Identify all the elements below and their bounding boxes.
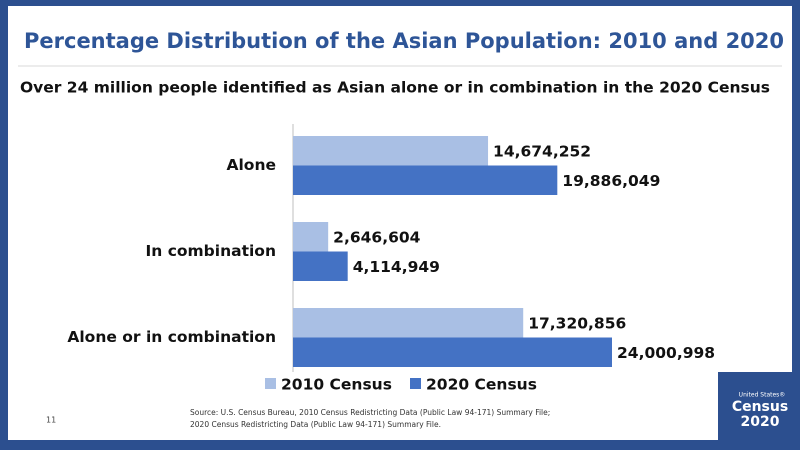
bar xyxy=(293,165,558,195)
logo-text: United States® xyxy=(739,392,786,399)
value-label: 2,646,604 xyxy=(333,228,420,246)
value-label: 14,674,252 xyxy=(493,142,591,160)
legend-label: 2020 Census xyxy=(426,376,537,394)
chart-title: Percentage Distribution of the Asian Pop… xyxy=(24,29,784,53)
value-label: 19,886,049 xyxy=(562,172,660,190)
category-label: Alone or in combination xyxy=(67,328,276,346)
source: 2020 Census Redistricting Data (Public L… xyxy=(190,420,441,429)
bar xyxy=(293,136,489,166)
bar xyxy=(293,337,612,367)
legend-swatch xyxy=(410,378,421,389)
value-label: 4,114,949 xyxy=(353,258,440,276)
slide: Percentage Distribution of the Asian Pop… xyxy=(8,6,792,440)
legend-label: 2010 Census xyxy=(281,376,392,394)
bar xyxy=(293,222,329,252)
bar xyxy=(293,251,348,281)
logo-box xyxy=(718,372,792,440)
value-label: 24,000,998 xyxy=(617,344,715,362)
slide-number: 11 xyxy=(46,416,56,425)
legend-swatch xyxy=(265,378,276,389)
chart-subtitle: Over 24 million people identified as Asi… xyxy=(20,79,770,97)
source: Source: U.S. Census Bureau, 2010 Census … xyxy=(190,408,550,417)
logo-text: 2020 xyxy=(741,414,780,430)
bar xyxy=(293,308,524,338)
logo-text: Census xyxy=(732,399,788,415)
category-label: Alone xyxy=(226,156,276,174)
value-label: 17,320,856 xyxy=(528,314,626,332)
chart: Percentage Distribution of the Asian Pop… xyxy=(18,29,792,440)
category-label: In combination xyxy=(146,242,277,260)
